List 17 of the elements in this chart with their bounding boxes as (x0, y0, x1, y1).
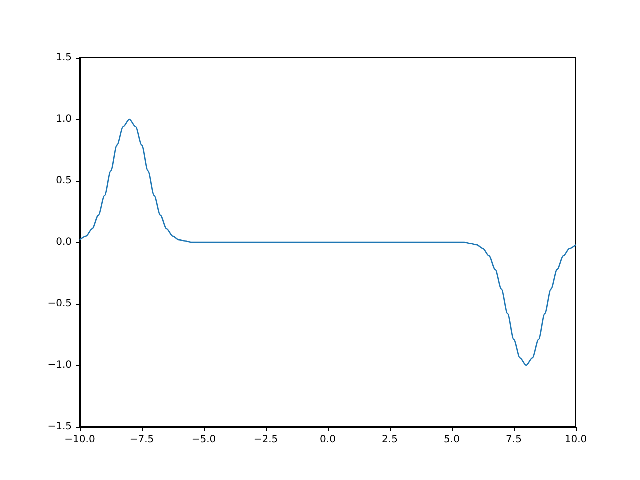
y-tick-label: 0.0 (56, 237, 72, 248)
x-tick-label: 2.5 (382, 434, 398, 446)
x-tick-label: −2.5 (254, 434, 278, 446)
x-tick-label: −5.0 (192, 434, 216, 446)
x-tick-label: −7.5 (130, 434, 154, 446)
x-tick-label: −10.0 (64, 434, 96, 446)
x-tick-label: 7.5 (506, 434, 522, 446)
y-tick-label: 1.0 (56, 114, 72, 125)
y-tick-label: −1.0 (48, 360, 72, 371)
x-tick-label: 5.0 (444, 434, 460, 446)
line-series (79, 118, 577, 366)
x-tick-label: 0.0 (320, 434, 336, 446)
y-tick-label: 1.5 (56, 52, 72, 64)
y-tick-label: −0.5 (48, 298, 72, 310)
x-tick-label: 10.0 (564, 434, 588, 446)
y-tick-label: 0.5 (56, 176, 72, 186)
y-tick-label: −1.5 (48, 422, 72, 432)
